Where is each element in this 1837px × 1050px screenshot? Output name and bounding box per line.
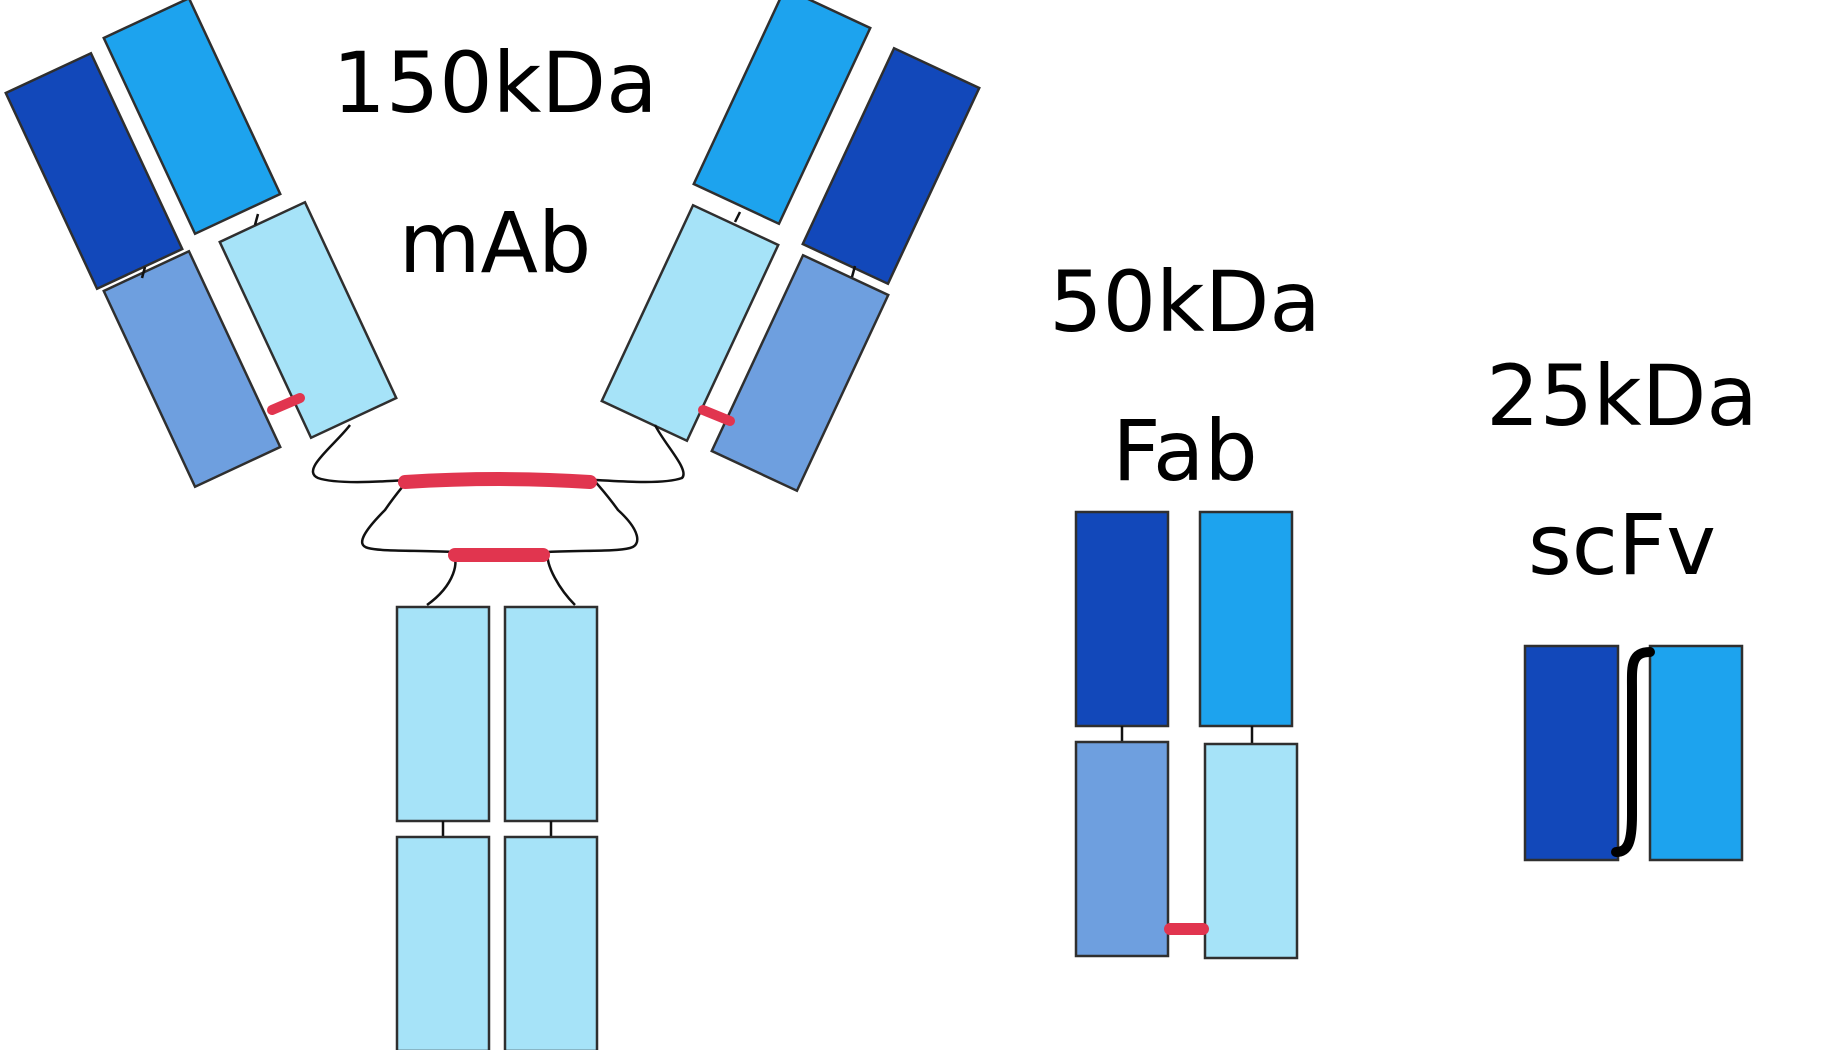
fab-ch1-domain bbox=[1074, 740, 1170, 958]
mab-left-ch1-domain bbox=[102, 249, 282, 489]
mab-hinge-left-outer bbox=[311, 424, 453, 554]
fab-vh-domain bbox=[1074, 510, 1170, 728]
scfv-name-label: scFv bbox=[1528, 496, 1716, 594]
fab-name-label: Fab bbox=[1112, 402, 1257, 500]
scfv-vl-domain bbox=[1648, 644, 1744, 862]
mab-right-interchain-disulfide bbox=[698, 405, 735, 426]
scfv-peptide-linker bbox=[1611, 647, 1655, 857]
mab-right-arm bbox=[600, 0, 981, 493]
fab-vl-domain bbox=[1198, 510, 1294, 728]
mab-right-connector-light bbox=[733, 211, 742, 223]
mab-right-ch1-domain bbox=[710, 253, 890, 493]
mab-left-vl-domain bbox=[102, 0, 282, 236]
mab-group: 150kDa mAb bbox=[4, 0, 981, 1050]
mab-fc-ch3-right bbox=[503, 835, 599, 1050]
mab-hinge bbox=[311, 424, 685, 607]
fab-cl-domain bbox=[1203, 742, 1299, 960]
mab-name-label: mAb bbox=[399, 194, 592, 292]
mab-right-vl-domain bbox=[692, 0, 872, 226]
mab-fc-ch2-right bbox=[503, 605, 599, 823]
mab-fc-region bbox=[395, 605, 599, 1050]
mab-left-interchain-disulfide bbox=[267, 393, 305, 415]
scfv-group: 25kDa scFv bbox=[1486, 347, 1758, 862]
mab-hinge-right-inner bbox=[546, 551, 576, 606]
fab-group: 50kDa Fab bbox=[1049, 253, 1321, 960]
mab-fc-ch3-left bbox=[395, 835, 491, 1050]
mab-mass-label: 150kDa bbox=[332, 34, 657, 132]
mab-right-cl-domain bbox=[600, 203, 780, 443]
mab-left-vh-domain bbox=[4, 51, 184, 291]
fab-mass-label: 50kDa bbox=[1049, 253, 1321, 351]
mab-hinge-right-outer bbox=[547, 424, 685, 554]
scfv-vh-domain bbox=[1523, 644, 1620, 862]
mab-fc-ch2-left bbox=[395, 605, 491, 823]
mab-left-connector-heavy bbox=[140, 266, 147, 279]
mab-left-cl-domain bbox=[218, 200, 398, 440]
mab-hinge-disulfide-upper bbox=[398, 472, 597, 489]
mab-right-connector-heavy bbox=[850, 265, 857, 278]
scfv-mass-label: 25kDa bbox=[1486, 347, 1758, 445]
mab-right-vh-domain bbox=[801, 46, 981, 286]
mab-left-arm bbox=[4, 0, 398, 489]
mab-left-connector-light bbox=[253, 213, 260, 226]
